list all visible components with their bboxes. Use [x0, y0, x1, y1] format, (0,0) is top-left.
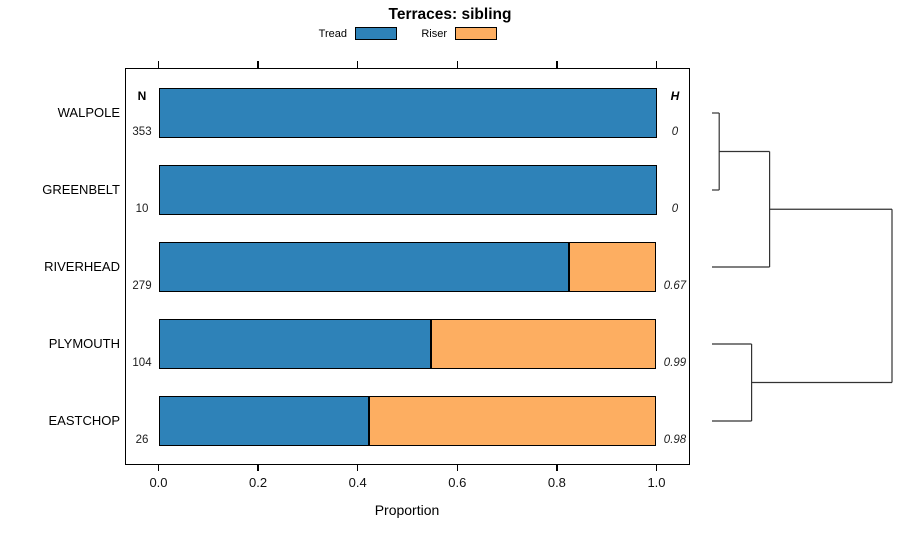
x-tick-label: 0.2 — [249, 475, 268, 490]
bar-segment-riser — [568, 242, 657, 292]
row-label: EASTCHOP — [48, 413, 120, 428]
x-tick-label: 1.0 — [647, 475, 666, 490]
x-tick-label: 0.0 — [149, 475, 168, 490]
h-value: 0.98 — [663, 434, 687, 446]
h-value: 0.99 — [663, 357, 687, 369]
x-tick-top — [655, 61, 658, 68]
h-value: 0 — [671, 126, 679, 138]
x-tick-top — [456, 61, 459, 68]
x-tick-top — [157, 61, 160, 68]
row-label: WALPOLE — [57, 105, 120, 120]
n-value: 26 — [135, 434, 149, 446]
row-label: PLYMOUTH — [48, 336, 120, 351]
x-tick-bottom — [456, 464, 459, 471]
bar-segment-riser — [369, 396, 657, 446]
row-label: GREENBELT — [42, 182, 120, 197]
bar-segment-tread — [158, 88, 657, 138]
h-column-header: H — [670, 89, 680, 103]
x-tick-label: 0.8 — [547, 475, 566, 490]
legend-swatch-tread — [355, 27, 397, 40]
legend-swatch-riser — [455, 27, 497, 40]
chart-title: Terraces: sibling — [388, 6, 512, 23]
x-tick-bottom — [655, 464, 658, 471]
legend-label-riser: Riser — [421, 28, 447, 40]
n-value: 279 — [132, 280, 152, 292]
plot-frame — [125, 68, 690, 465]
x-tick-top — [556, 61, 558, 68]
x-axis-title: Proportion — [374, 502, 440, 518]
x-tick-label: 0.6 — [448, 475, 467, 490]
x-tick-label: 0.4 — [348, 475, 367, 490]
bar-segment-riser — [431, 319, 657, 369]
n-column-header: N — [137, 89, 147, 103]
n-value: 104 — [132, 357, 152, 369]
legend-label-tread: Tread — [318, 28, 347, 40]
h-value: 0.67 — [663, 280, 687, 292]
x-tick-bottom — [556, 464, 558, 471]
bar-segment-tread — [158, 165, 657, 215]
bar-segment-tread — [158, 242, 569, 292]
row-label: RIVERHEAD — [44, 259, 120, 274]
x-tick-bottom — [157, 464, 160, 471]
x-tick-top — [356, 61, 359, 68]
h-value: 0 — [671, 203, 679, 215]
x-tick-bottom — [356, 464, 359, 471]
x-tick-bottom — [257, 464, 259, 471]
x-tick-top — [257, 61, 259, 68]
n-value: 10 — [135, 203, 149, 215]
bar-segment-tread — [158, 396, 370, 446]
n-value: 353 — [132, 126, 152, 138]
bar-segment-tread — [158, 319, 432, 369]
